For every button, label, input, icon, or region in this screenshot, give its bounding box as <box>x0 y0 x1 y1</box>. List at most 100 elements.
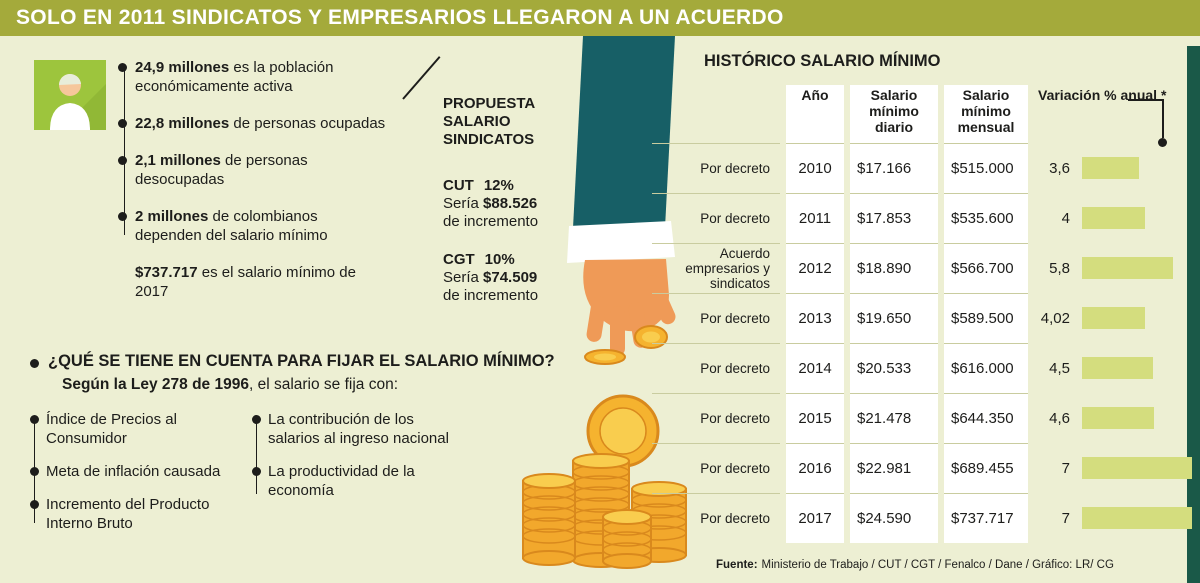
daily-salary-cell: $22.981 <box>850 443 938 493</box>
variation-bar <box>1082 407 1154 429</box>
daily-salary-cell: $17.166 <box>850 143 938 193</box>
bullet-dot <box>30 359 39 368</box>
year-cell: 2010 <box>786 143 844 193</box>
variation-bar-cell <box>1076 393 1192 443</box>
bullet-dot <box>30 415 39 424</box>
source-credit: Fuente: Ministerio de Trabajo / CUT / CGT… <box>716 559 1114 571</box>
criteria-title: ¿QUÉ SE TIENE EN CUENTA PARA FIJAR EL SA… <box>30 352 590 371</box>
daily-salary-cell: $20.533 <box>850 343 938 393</box>
law-reference: Según la Ley 278 de 1996 <box>62 376 249 393</box>
callout-dot <box>1158 138 1167 147</box>
monthly-salary-cell: $737.717 <box>944 493 1028 543</box>
salary-table: Año Salario mínimo diario Salario mínimo… <box>652 85 1192 543</box>
table-title: HISTÓRICO SALARIO MÍNIMO <box>704 52 941 70</box>
row-label: Por decreto <box>652 143 780 193</box>
row-label: Por decreto <box>652 343 780 393</box>
stat-strong: 2,1 millones <box>135 152 221 169</box>
year-cell: 2012 <box>786 243 844 293</box>
proposal-suffix-line: de incremento <box>443 213 539 230</box>
variation-bar <box>1082 207 1145 229</box>
person-icon-graphic <box>34 60 106 130</box>
header-empty <box>652 85 780 143</box>
variation-bar-cell <box>1076 443 1192 493</box>
variation-bar-cell <box>1076 243 1192 293</box>
proposal-item: CGT 10% Sería $74.509 de incremento <box>443 251 561 305</box>
list-item: Índice de Precios al Consumidor <box>30 410 230 448</box>
row-label: Por decreto <box>652 443 780 493</box>
row-label: Por decreto <box>652 193 780 243</box>
variation-bar <box>1082 307 1145 329</box>
subtitle-rest: , el salario se fija con: <box>248 376 399 393</box>
page-title: SOLO EN 2011 SINDICATOS Y EMPRESARIOS LL… <box>16 6 784 29</box>
variation-bar <box>1082 257 1173 279</box>
amount-prefix: Sería <box>443 269 479 286</box>
variation-value: 7 <box>1061 459 1070 477</box>
list-item: $737.717 es el salario mínimo de 2017 <box>118 263 386 301</box>
proposal-org-line: CGT 10% <box>443 251 561 269</box>
list-item: La productividad de la economía <box>252 462 462 500</box>
row-label: Por decreto <box>652 293 780 343</box>
stat-text: es el salario mínimo de 2017 <box>135 264 356 300</box>
criteria-connector-line <box>256 419 257 494</box>
coins-illustration <box>515 385 715 570</box>
list-item: La contribución de los salarios al ingre… <box>252 410 462 448</box>
list-item: 2 millones de colombianos dependen del s… <box>118 207 386 245</box>
year-cell: 2017 <box>786 493 844 543</box>
criteria-title-text: ¿QUÉ SE TIENE EN CUENTA PARA FIJAR EL SA… <box>48 352 555 370</box>
org-label: CUT <box>443 177 474 194</box>
bullet-dot <box>252 415 261 424</box>
stat-text: de personas desocupadas <box>135 152 308 188</box>
hand-illustration-graphic <box>567 36 676 365</box>
row-label: Acuerdo empresarios y sindicatos <box>652 243 780 293</box>
daily-salary-cell: $19.650 <box>850 293 938 343</box>
variation-bar-cell <box>1076 493 1192 543</box>
proposal-suffix-line: de incremento <box>443 287 539 304</box>
daily-salary-cell: $21.478 <box>850 393 938 443</box>
proposal-title: PROPUESTA SALARIO SINDICATOS <box>443 95 535 148</box>
stat-strong: 2 millones <box>135 208 209 225</box>
coins-graphic <box>522 394 687 569</box>
criteria-text: La productividad de la economía <box>268 463 415 499</box>
variation-value: 3,6 <box>1049 159 1070 177</box>
stat-text: es la población económicamente activa <box>135 59 334 95</box>
monthly-salary-cell: $589.500 <box>944 293 1028 343</box>
stat-strong: 24,9 millones <box>135 59 230 76</box>
criteria-text: Incremento del Producto Interno Bruto <box>46 496 210 532</box>
person-icon <box>34 60 106 130</box>
variation-value: 4 <box>1061 209 1070 227</box>
daily-salary-cell: $24.590 <box>850 493 938 543</box>
variation-bar-cell <box>1076 193 1192 243</box>
monthly-salary-cell: $616.000 <box>944 343 1028 393</box>
criteria-column-2: La contribución de los salarios al ingre… <box>252 410 462 514</box>
column-header-daily: Salario mínimo diario <box>850 85 938 143</box>
criteria-column-1: Índice de Precios al Consumidor Meta de … <box>30 410 230 547</box>
population-stats-list: 24,9 millones es la población económicam… <box>118 58 386 319</box>
criteria-subtitle: Según la Ley 278 de 1996, el salario se … <box>30 376 590 394</box>
column-header-year: Año <box>786 85 844 143</box>
bullet-dot <box>252 467 261 476</box>
source-label: Fuente: <box>716 559 758 571</box>
org-percent: 10% <box>484 251 515 268</box>
amount-value: $74.509 <box>483 269 538 286</box>
bullet-dot <box>118 156 127 165</box>
list-item: 2,1 millones de personas desocupadas <box>118 151 386 189</box>
callout-line <box>1128 99 1164 101</box>
row-label: Por decreto <box>652 493 780 543</box>
variation-value: 4,6 <box>1049 409 1070 427</box>
list-item: 22,8 millones de personas ocupadas <box>118 114 386 133</box>
variation-bar-cell <box>1076 293 1192 343</box>
variation-bar <box>1082 357 1153 379</box>
stat-text: de personas ocupadas <box>233 115 386 132</box>
bullet-dot <box>118 212 127 221</box>
daily-salary-cell: $18.890 <box>850 243 938 293</box>
callout-line <box>1162 99 1164 138</box>
year-cell: 2015 <box>786 393 844 443</box>
column-header-variation: Variación % anual * <box>1038 87 1167 103</box>
proposal-amount-line: Sería $74.509 <box>443 269 561 287</box>
monthly-salary-cell: $535.600 <box>944 193 1028 243</box>
variation-bar-cell <box>1076 343 1192 393</box>
org-percent: 12% <box>483 177 514 194</box>
variation-bar <box>1082 507 1192 529</box>
criteria-section-header: ¿QUÉ SE TIENE EN CUENTA PARA FIJAR EL SA… <box>30 352 590 394</box>
